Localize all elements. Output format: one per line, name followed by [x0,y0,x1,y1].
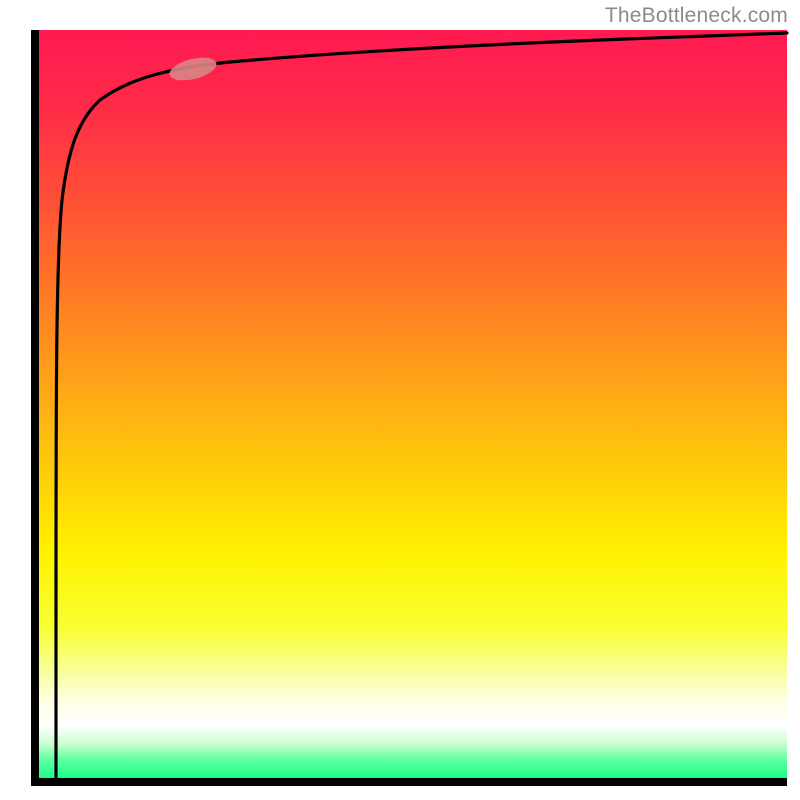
gradient-plot-area [39,30,787,778]
chart-container: TheBottleneck.com [0,0,800,800]
watermark-text: TheBottleneck.com [605,4,788,28]
chart-svg [0,0,800,800]
